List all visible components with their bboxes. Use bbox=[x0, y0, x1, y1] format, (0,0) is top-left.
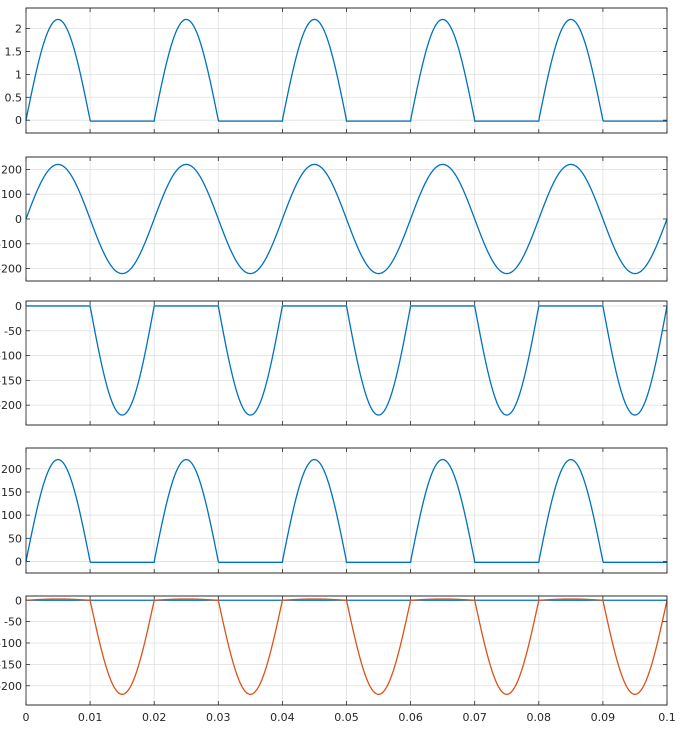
y-tick-label: 200 bbox=[1, 163, 22, 176]
axes-frame bbox=[25, 7, 668, 134]
axes-frame bbox=[25, 447, 668, 574]
y-tick-label: 0 bbox=[15, 300, 22, 313]
y-tick-label: 0 bbox=[15, 114, 22, 127]
x-tick-label: 0.09 bbox=[591, 711, 616, 724]
subplot-1: 0 0.5 1 1.5 2 bbox=[5, 7, 668, 134]
subplot-5: 0 0.01 0.02 0.03 0.04 0.05 0.06 0.07 0.08 0.09 0.1… bbox=[0, 594, 676, 724]
y-tick-label: 0.5 bbox=[5, 91, 23, 104]
x-tick-label: 0.02 bbox=[142, 711, 167, 724]
y-tick-label: 0 bbox=[15, 555, 22, 568]
y-tick-label: 100 bbox=[1, 188, 22, 201]
y-tick-label: 100 bbox=[1, 509, 22, 522]
series-line-1 bbox=[25, 18, 668, 122]
axes-frame bbox=[25, 300, 668, 426]
y-tick-label: -50 bbox=[4, 325, 22, 338]
y-tick-label: 1 bbox=[15, 68, 22, 81]
x-tick-label: 0.05 bbox=[334, 711, 359, 724]
y-tick-label: -150 bbox=[0, 374, 22, 387]
x-tick-label: 0.07 bbox=[462, 711, 487, 724]
x-tick-label: 0.08 bbox=[527, 711, 552, 724]
series-line-1 bbox=[26, 305, 668, 416]
x-tick-label: 0 bbox=[23, 711, 30, 724]
axes-frame bbox=[25, 595, 668, 706]
y-tick-label: 200 bbox=[1, 463, 22, 476]
y-tick-label: 0 bbox=[15, 213, 22, 226]
axes-frame bbox=[25, 156, 668, 282]
y-tick-label: -200 bbox=[0, 399, 22, 412]
y-tick-label: -100 bbox=[0, 637, 22, 650]
y-tick-label: -100 bbox=[0, 238, 22, 251]
x-tick-label: 0.01 bbox=[78, 711, 103, 724]
x-tick-label: 0.06 bbox=[398, 711, 423, 724]
y-tick-label: -100 bbox=[0, 350, 22, 363]
y-tick-label: -200 bbox=[0, 680, 22, 693]
y-tick-label: 1.5 bbox=[5, 45, 23, 58]
series-line-1 bbox=[25, 458, 668, 563]
y-tick-label: 0 bbox=[15, 594, 22, 607]
y-tick-label: 50 bbox=[8, 532, 22, 545]
x-tick-label: 0.03 bbox=[206, 711, 231, 724]
series-line-2 bbox=[25, 598, 668, 695]
subplot-3: -200 -150 -100 -50 0 bbox=[0, 300, 668, 426]
series-line-1 bbox=[25, 163, 668, 275]
y-tick-label: -50 bbox=[4, 616, 22, 629]
y-tick-label: -150 bbox=[0, 658, 22, 671]
x-tick-label: 0.04 bbox=[270, 711, 295, 724]
y-tick-label: 150 bbox=[1, 486, 22, 499]
subplot-4: 0 50 100 150 200 bbox=[1, 447, 668, 574]
x-tick-label: 0.1 bbox=[658, 711, 676, 724]
y-tick-label: 2 bbox=[15, 23, 22, 36]
y-tick-label: -200 bbox=[0, 263, 22, 276]
subplot-2: -200 -100 0 100 200 bbox=[0, 156, 668, 282]
